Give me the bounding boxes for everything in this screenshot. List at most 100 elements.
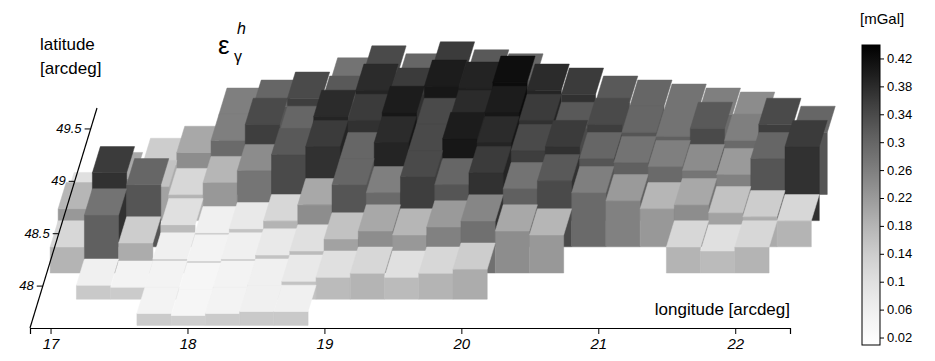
colorbar-tick-label: 0.1	[887, 274, 905, 289]
cell-side	[385, 277, 419, 299]
cell-top	[614, 136, 656, 162]
cell-side	[735, 247, 769, 273]
cell-side	[495, 231, 529, 273]
y-tick-label: 49.5	[56, 121, 82, 136]
cell-top	[477, 116, 519, 142]
y-tick-label: 48.5	[24, 226, 50, 241]
y-tick-mark	[37, 286, 43, 287]
cell-top	[622, 106, 664, 132]
colorbar-tick	[880, 310, 884, 311]
colorbar-tick-label: 0.22	[887, 190, 912, 205]
colorbar-tick-label: 0.34	[887, 107, 912, 122]
cell-top	[400, 151, 442, 177]
cell-side	[240, 311, 274, 325]
x-axis-title: longitude [arcdeg]	[655, 300, 790, 319]
colorbar-tick	[880, 58, 884, 59]
colorbar-tick-label: 0.02	[887, 330, 912, 345]
cell-top	[495, 205, 537, 231]
x-tick: 18	[180, 328, 197, 352]
colorbar-tick	[880, 254, 884, 255]
cell-top	[245, 98, 287, 124]
x-axis: 171819202122	[31, 328, 791, 352]
cell-top	[674, 179, 716, 205]
x-tick-label: 20	[453, 335, 471, 352]
cell-top	[537, 155, 579, 181]
cell-top	[580, 132, 622, 158]
colorbar-tick-label: 0.06	[887, 302, 912, 317]
x-tick: 22	[726, 328, 744, 352]
cell-top	[92, 147, 134, 173]
colorbar-tick	[880, 226, 884, 227]
cell-top	[666, 221, 708, 247]
colorbar-tick	[880, 170, 884, 171]
x-tick: 17	[43, 328, 60, 352]
colorbar	[862, 45, 880, 345]
cell-side	[76, 285, 110, 299]
cell-top	[572, 167, 614, 193]
cell-top	[443, 112, 485, 138]
cell-top	[493, 56, 535, 82]
colorbar-title: [mGal]	[860, 10, 904, 27]
y-tick-label: 49	[51, 173, 65, 188]
cell-top	[374, 116, 416, 142]
cell-side	[606, 201, 640, 247]
y-tick-mark	[53, 233, 59, 234]
cell-top	[588, 98, 630, 124]
cell-top	[561, 68, 603, 94]
cell-top	[332, 159, 374, 185]
title-superscript: h	[237, 20, 246, 37]
x-tick-mark	[461, 328, 462, 334]
cell-top	[461, 195, 503, 221]
colorbar-tick	[880, 114, 884, 115]
cell-top	[119, 217, 161, 243]
x-tick: 19	[317, 328, 334, 352]
cell-side	[666, 247, 700, 273]
y-axis-title: latitude[arcdeg]	[40, 35, 101, 78]
cell-top	[743, 191, 785, 217]
y-tick-mark	[69, 181, 75, 182]
cell-top	[314, 90, 356, 116]
cell-top	[274, 285, 316, 311]
cell-side	[205, 313, 239, 325]
cell-top	[682, 144, 724, 170]
x-tick-label: 19	[317, 335, 334, 352]
colorbar-tick	[880, 282, 884, 283]
cell-top	[709, 187, 751, 213]
cell-top	[735, 221, 777, 247]
colorbar-tick-label: 0.26	[887, 163, 912, 178]
cell-top	[127, 159, 169, 185]
cell-top	[453, 243, 495, 269]
x-tick-mark	[324, 328, 325, 334]
cell-top	[485, 86, 527, 112]
cell-top	[382, 86, 424, 112]
cell-side	[453, 269, 487, 299]
cell-top	[648, 140, 690, 166]
cell-top	[777, 195, 819, 221]
x-tick-mark	[735, 328, 736, 334]
y-axis-line	[30, 108, 97, 328]
cell-side	[274, 311, 308, 325]
cell-top	[519, 94, 561, 120]
cell-top	[690, 102, 732, 128]
cell-top	[527, 64, 569, 90]
cell-top	[161, 199, 203, 225]
cell-side	[50, 247, 84, 273]
cell-side	[701, 251, 735, 273]
colorbar-tick-label: 0.14	[887, 246, 912, 261]
surface	[50, 42, 835, 326]
cell-side	[111, 287, 145, 299]
colorbar-tick	[880, 198, 884, 199]
cell-side	[572, 193, 606, 247]
cell-top	[306, 120, 348, 146]
colorbar-tick-label: 0.42	[887, 51, 912, 66]
x-tick-mark	[187, 328, 188, 334]
title: ε	[218, 30, 230, 60]
cell-top	[84, 189, 126, 215]
colorbar-tick	[880, 86, 884, 87]
cell-top	[529, 209, 571, 235]
cell-side	[316, 277, 350, 299]
cell-side	[171, 315, 205, 325]
colorbar-tick-label: 0.18	[887, 218, 912, 233]
chart: 1718192021224848.54949.5latitude[arcdeg]…	[0, 0, 935, 361]
cell-top	[350, 247, 392, 273]
